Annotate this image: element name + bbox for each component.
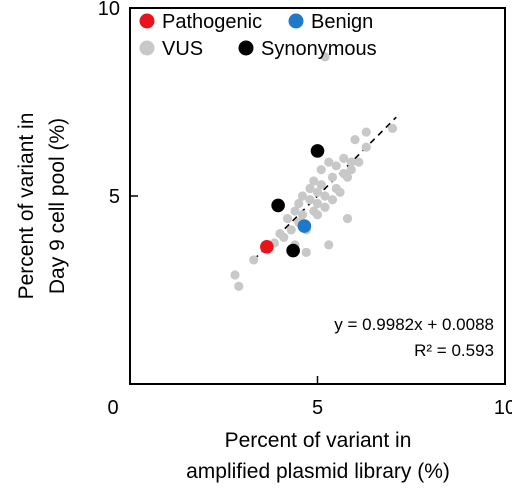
point-vus-16 — [301, 247, 311, 257]
x-axis-label-line1: Percent of variant in — [225, 429, 412, 452]
point-vus-12 — [294, 198, 304, 209]
point-synonymous-0 — [271, 198, 285, 213]
legend-marker-synonymous — [238, 40, 254, 56]
y-ticks: 5 10 — [98, 0, 138, 208]
point-vus-39 — [346, 157, 356, 167]
y-tick-label-5: 5 — [109, 186, 120, 208]
point-synonymous-1 — [286, 243, 300, 258]
legend-label-benign: Benign — [311, 11, 373, 33]
point-vus-32 — [331, 161, 341, 171]
point-vus-27 — [320, 191, 330, 201]
y-tick-label-10: 10 — [98, 0, 120, 20]
fit-r-squared: R² = 0.593 — [414, 341, 494, 360]
x-tick-label-5: 5 — [312, 397, 323, 419]
point-vus-25 — [316, 165, 326, 175]
point-vus-18 — [305, 183, 315, 194]
point-vus-1 — [234, 281, 244, 291]
point-vus-37 — [342, 172, 353, 182]
legend-marker-pathogenic — [139, 13, 155, 29]
point-vus-20 — [309, 176, 319, 186]
x-ticks: 5 10 — [312, 376, 512, 419]
legend-marker-benign — [288, 13, 304, 29]
point-vus-34 — [335, 187, 345, 197]
point-vus-36 — [339, 153, 349, 163]
fit-line — [253, 116, 397, 261]
point-vus-46 — [387, 123, 398, 133]
point-vus-23 — [312, 210, 323, 220]
point-vus-0 — [230, 270, 240, 280]
plot-layer — [253, 116, 397, 261]
point-vus-17 — [305, 195, 315, 205]
legend-label-synonymous: Synonymous — [261, 38, 377, 60]
point-vus-44 — [361, 142, 371, 152]
point-vus-8 — [286, 225, 296, 235]
point-vus-13 — [297, 210, 308, 220]
y-axis-label-line2: Day 9 cell pool (%) — [46, 118, 69, 294]
point-vus-38 — [342, 213, 353, 224]
y-axis-label-line1: Percent of variant in — [15, 113, 38, 300]
legend: Pathogenic Benign VUS Synonymous — [139, 11, 377, 60]
points-layer — [230, 52, 398, 291]
point-vus-40 — [346, 165, 356, 175]
point-vus-2 — [249, 255, 259, 265]
point-vus-24 — [316, 180, 326, 190]
point-vus-14 — [297, 191, 308, 201]
point-vus-30 — [327, 172, 338, 182]
point-synonymous-2 — [310, 144, 325, 158]
point-vus-9 — [290, 206, 300, 216]
legend-label-pathogenic: Pathogenic — [162, 11, 262, 33]
point-vus-21 — [312, 198, 323, 209]
point-benign-0 — [297, 219, 312, 233]
legend-marker-vus — [139, 40, 155, 56]
point-vus-41 — [350, 135, 360, 145]
point-vus-6 — [279, 232, 289, 242]
point-vus-28 — [324, 157, 334, 167]
point-vus-7 — [282, 213, 293, 224]
fit-equation: y = 0.9982x + 0.0088 — [334, 315, 494, 334]
point-vus-22 — [312, 187, 323, 197]
legend-label-vus: VUS — [162, 38, 203, 60]
point-vus-31 — [327, 195, 338, 205]
point-vus-29 — [324, 240, 334, 250]
point-vus-43 — [361, 127, 371, 137]
x-tick-label-10: 10 — [494, 397, 512, 419]
point-pathogenic-0 — [260, 239, 274, 254]
point-vus-26 — [320, 202, 330, 212]
origin-label: 0 — [107, 397, 118, 419]
point-vus-45 — [320, 52, 330, 62]
point-vus-42 — [354, 157, 364, 167]
x-axis-label-line2: amplified plasmid library (%) — [186, 460, 450, 483]
